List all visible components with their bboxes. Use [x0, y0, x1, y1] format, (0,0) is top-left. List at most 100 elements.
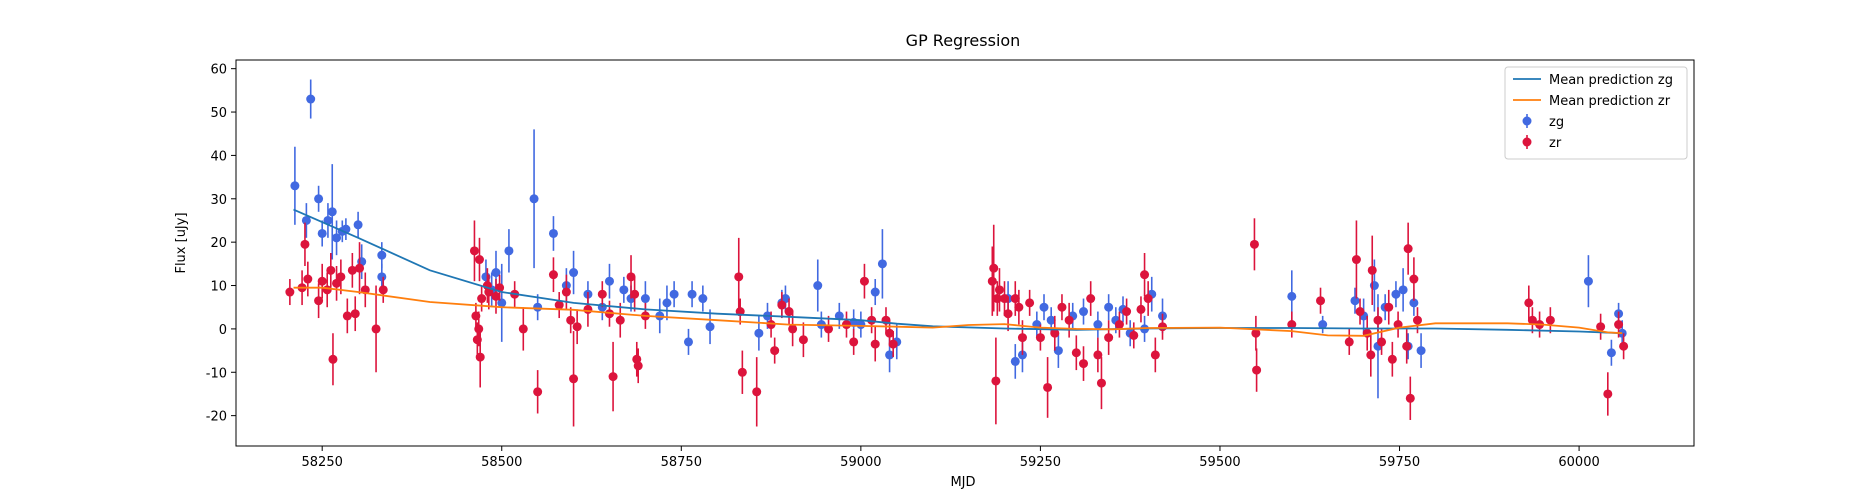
zg-data-point: [332, 233, 342, 243]
zg-data-point: [1079, 307, 1089, 317]
zr-data-point: [1043, 382, 1053, 392]
x-tick-label: 58750: [661, 455, 702, 470]
axis-ticks: 58250 58500 58750 59000 59250 59500 59750 60000…: [206, 63, 1600, 470]
x-tick-label: 58500: [481, 455, 522, 470]
zr-data-point: [597, 289, 607, 299]
legend: Mean prediction zg Mean prediction zr zg zr: [1504, 66, 1688, 160]
zr-data-point: [1614, 320, 1624, 330]
zr-data-point: [533, 387, 543, 397]
zr-data-point: [566, 315, 576, 325]
zr-data-point: [336, 272, 346, 282]
zg-data-point: [1583, 276, 1593, 286]
y-tick-label: 40: [210, 149, 227, 164]
zr-data-point: [849, 337, 859, 347]
zr-data-point: [285, 287, 295, 297]
zr-data-point: [994, 285, 1004, 295]
zr-data-point: [371, 324, 381, 334]
x-tick-label: 59000: [840, 455, 881, 470]
y-tick-label: -20: [206, 410, 227, 425]
zg-data-point: [504, 246, 514, 256]
zr-data-point: [474, 255, 484, 265]
zr-data-point: [469, 246, 479, 256]
x-tick-label: 60000: [1558, 455, 1599, 470]
zg-data-point: [1093, 320, 1103, 330]
zr-data-point: [491, 291, 501, 301]
zg-data-point: [698, 294, 708, 304]
zg-data-point: [683, 337, 693, 347]
zr-data-point: [1000, 294, 1010, 304]
zr-data-point: [1150, 350, 1160, 360]
zr-data-point: [1096, 378, 1106, 388]
zr-data-point: [615, 315, 625, 325]
zr-data-point: [1366, 350, 1376, 360]
chart-title: GP Regression: [906, 31, 1021, 50]
zr-data-point: [1384, 302, 1394, 312]
zr-data-point: [328, 354, 338, 364]
zr-data-point: [987, 276, 997, 286]
zg-data-point: [314, 194, 324, 204]
zr-data-point: [475, 352, 485, 362]
zr-data-point: [378, 285, 388, 295]
zr-data-point: [303, 274, 313, 284]
zg-data-point: [885, 350, 895, 360]
zr-data-point: [1344, 337, 1354, 347]
x-tick-label: 59250: [1020, 455, 1061, 470]
zg-data-point: [856, 320, 866, 330]
zr-data-point: [1017, 333, 1027, 343]
zr-data-point: [1367, 265, 1377, 275]
zr-data-point: [737, 367, 747, 377]
zr-data-point: [1405, 393, 1415, 403]
zr-data-point: [770, 346, 780, 356]
zr-data-point: [1603, 389, 1613, 399]
legend-swatch-marker: [1522, 116, 1532, 126]
zr-data-point: [474, 324, 484, 334]
zr-data-point: [1402, 341, 1412, 351]
zg-data-point: [669, 289, 679, 299]
zr-data-point: [1596, 322, 1606, 332]
zr-data-point: [1035, 333, 1045, 343]
zg-data-point: [1104, 302, 1114, 312]
zg-data-point: [533, 302, 543, 312]
zg-data-point: [640, 294, 650, 304]
line-mean-prediction-zr: [293, 286, 1623, 337]
zr-data-point: [1409, 274, 1419, 284]
zr-data-point: [1104, 333, 1114, 343]
zr-data-point: [342, 311, 352, 321]
zr-data-point: [350, 309, 360, 319]
zg-data-point: [813, 281, 823, 291]
zg-data-point: [1039, 302, 1049, 312]
zr-data-point: [1122, 307, 1132, 317]
zr-data-point: [1619, 341, 1629, 351]
zr-data-point: [841, 320, 851, 330]
zr-data-point: [777, 300, 787, 310]
zr-data-point: [1064, 315, 1074, 325]
zr-data-point: [788, 324, 798, 334]
zr-data-point: [885, 328, 895, 338]
zr-data-point: [569, 374, 579, 384]
legend-label: zg: [1549, 115, 1564, 130]
zg-data-point: [569, 268, 579, 278]
zr-data-point: [554, 300, 564, 310]
zg-data-point: [529, 194, 539, 204]
zr-data-point: [1403, 244, 1413, 254]
zg-data-point: [301, 215, 311, 225]
zr-data-point: [1143, 294, 1153, 304]
plot-series-group: [285, 79, 1629, 427]
zg-data-point: [377, 250, 387, 260]
y-tick-label: 0: [219, 323, 227, 338]
zr-data-point: [1158, 322, 1168, 332]
zg-data-point: [1287, 291, 1297, 301]
zr-data-point: [991, 376, 1001, 386]
zr-data-point: [784, 307, 794, 317]
zg-data-point: [662, 298, 672, 308]
zr-data-point: [1545, 315, 1555, 325]
zr-data-point: [1086, 294, 1096, 304]
legend-swatch-marker: [1522, 137, 1532, 147]
zg-data-point: [754, 328, 764, 338]
x-tick-label: 59750: [1379, 455, 1420, 470]
zr-data-point: [300, 239, 310, 249]
y-tick-label: 20: [210, 236, 227, 251]
zr-data-point: [1316, 296, 1326, 306]
zr-data-point: [626, 272, 636, 282]
